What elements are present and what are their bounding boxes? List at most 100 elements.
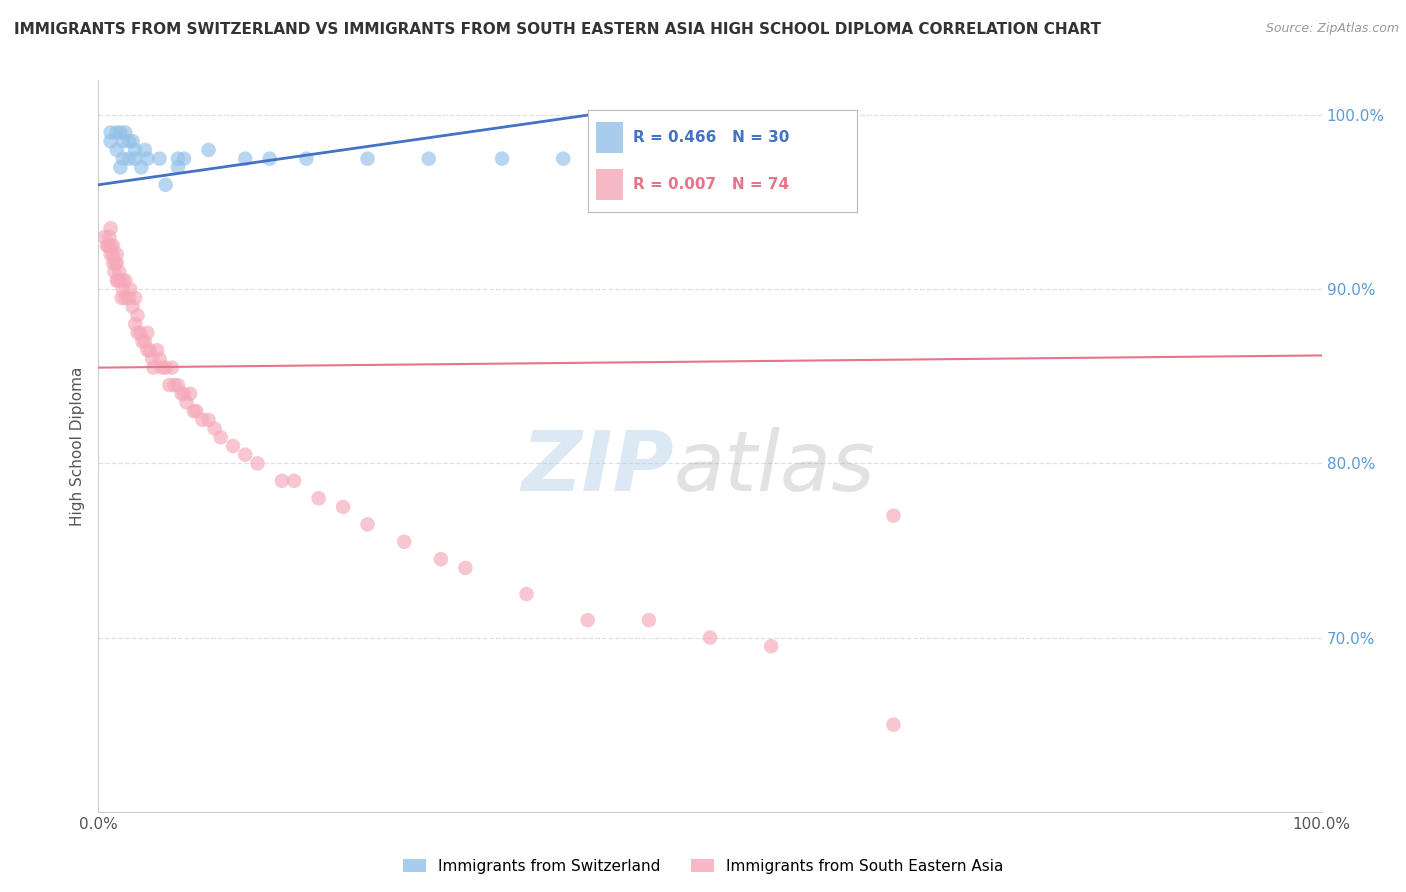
Point bbox=[197, 143, 219, 157]
Point bbox=[101, 238, 124, 252]
Point bbox=[104, 256, 127, 270]
Point bbox=[129, 326, 152, 340]
Point bbox=[124, 291, 146, 305]
Point bbox=[173, 386, 195, 401]
Point bbox=[136, 343, 159, 358]
Point bbox=[127, 326, 149, 340]
Point bbox=[105, 247, 128, 261]
Point bbox=[883, 717, 905, 731]
Point bbox=[430, 552, 453, 566]
Point bbox=[883, 508, 905, 523]
Point bbox=[129, 161, 152, 175]
Point bbox=[124, 143, 146, 157]
Point bbox=[149, 152, 172, 166]
Point bbox=[356, 517, 378, 532]
Point bbox=[127, 309, 149, 323]
Point bbox=[118, 134, 141, 148]
Point bbox=[204, 421, 226, 435]
Point bbox=[167, 161, 190, 175]
Point bbox=[131, 334, 153, 349]
Point bbox=[111, 282, 134, 296]
Point bbox=[96, 238, 118, 252]
Point bbox=[209, 430, 232, 444]
Point bbox=[121, 134, 143, 148]
Point bbox=[176, 395, 198, 409]
Point bbox=[155, 360, 177, 375]
Point bbox=[183, 404, 205, 418]
Point bbox=[491, 152, 513, 166]
Point bbox=[295, 152, 318, 166]
Point bbox=[100, 134, 122, 148]
Point bbox=[246, 457, 269, 471]
Point bbox=[136, 326, 159, 340]
Point bbox=[576, 613, 599, 627]
Point bbox=[105, 256, 128, 270]
Point bbox=[515, 587, 537, 601]
Point bbox=[170, 386, 193, 401]
Point bbox=[124, 317, 146, 331]
Point bbox=[233, 448, 256, 462]
Point bbox=[761, 640, 783, 654]
Point bbox=[149, 351, 172, 366]
Point bbox=[111, 152, 134, 166]
Point bbox=[101, 256, 124, 270]
Point bbox=[270, 474, 294, 488]
Point bbox=[173, 152, 195, 166]
Point bbox=[139, 343, 162, 358]
Point bbox=[101, 247, 124, 261]
Point bbox=[118, 291, 141, 305]
Point bbox=[134, 334, 156, 349]
Point bbox=[197, 413, 219, 427]
Point bbox=[111, 291, 134, 305]
Text: IMMIGRANTS FROM SWITZERLAND VS IMMIGRANTS FROM SOUTH EASTERN ASIA HIGH SCHOOL DI: IMMIGRANTS FROM SWITZERLAND VS IMMIGRANT… bbox=[14, 22, 1101, 37]
Point bbox=[155, 178, 177, 192]
Point bbox=[259, 152, 281, 166]
Legend: Immigrants from Switzerland, Immigrants from South Eastern Asia: Immigrants from Switzerland, Immigrants … bbox=[396, 853, 1010, 880]
Point bbox=[191, 413, 214, 427]
Point bbox=[233, 152, 256, 166]
Point bbox=[110, 274, 132, 288]
Point bbox=[638, 613, 661, 627]
Point bbox=[114, 291, 136, 305]
Point bbox=[418, 152, 440, 166]
Point bbox=[332, 500, 354, 514]
Point bbox=[105, 274, 128, 288]
Point bbox=[100, 126, 122, 140]
Text: atlas: atlas bbox=[673, 427, 875, 508]
Point bbox=[134, 143, 156, 157]
Point bbox=[110, 161, 132, 175]
Point bbox=[699, 631, 721, 645]
Point bbox=[105, 126, 128, 140]
Point bbox=[120, 282, 142, 296]
Point bbox=[146, 343, 169, 358]
Point bbox=[103, 265, 125, 279]
Point bbox=[454, 561, 477, 575]
Point bbox=[100, 221, 122, 235]
Point bbox=[142, 360, 165, 375]
Point bbox=[167, 152, 190, 166]
Point bbox=[114, 126, 136, 140]
Point bbox=[179, 386, 201, 401]
Point bbox=[157, 378, 180, 392]
Point bbox=[93, 230, 115, 244]
Point bbox=[111, 134, 134, 148]
Point bbox=[105, 143, 128, 157]
Point bbox=[110, 126, 132, 140]
Point bbox=[108, 265, 131, 279]
Point bbox=[124, 152, 146, 166]
Point bbox=[160, 360, 183, 375]
Point bbox=[100, 247, 122, 261]
Point bbox=[150, 360, 173, 375]
Point bbox=[283, 474, 305, 488]
Point bbox=[98, 230, 121, 244]
Point bbox=[308, 491, 330, 506]
Point bbox=[356, 152, 378, 166]
Point bbox=[97, 238, 120, 252]
Point bbox=[114, 274, 136, 288]
Point bbox=[118, 152, 141, 166]
Point bbox=[222, 439, 245, 453]
Point bbox=[111, 274, 134, 288]
Text: Source: ZipAtlas.com: Source: ZipAtlas.com bbox=[1265, 22, 1399, 36]
Point bbox=[186, 404, 208, 418]
Point bbox=[553, 152, 575, 166]
